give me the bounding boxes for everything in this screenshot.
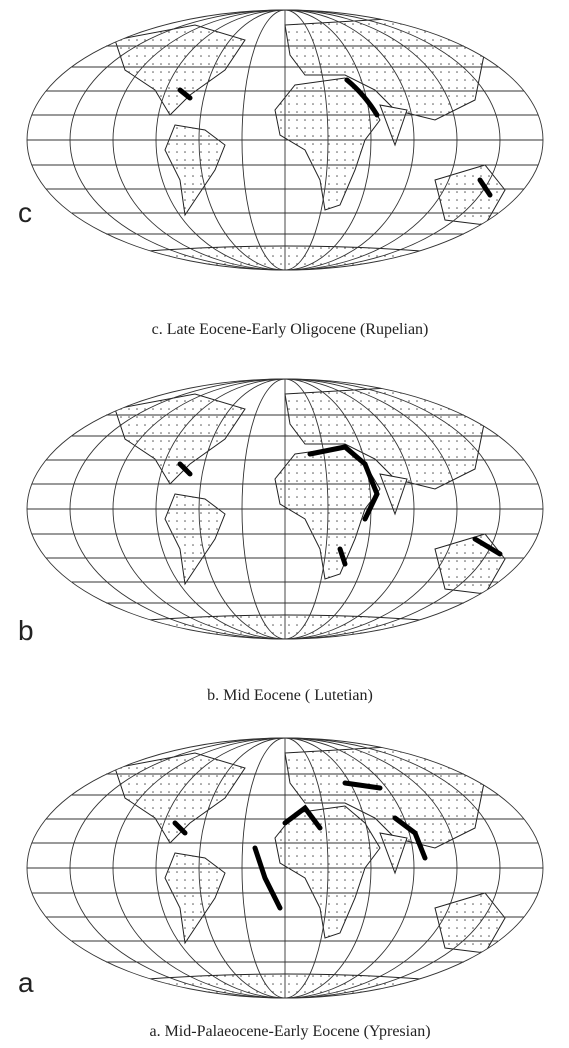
panel-caption: a. Mid-Palaeocene-Early Eocene (Ypresian…: [149, 1023, 430, 1040]
map-b: [27, 379, 543, 644]
panel-letter: b: [18, 615, 34, 646]
figure: c c. Late Eocene-Early Oligocene (Rupeli…: [0, 0, 569, 1048]
map-a: [27, 738, 543, 1003]
panel-caption: b. Mid Eocene ( Lutetian): [207, 687, 373, 704]
panel-caption: c. Late Eocene-Early Oligocene (Rupelian…: [152, 321, 429, 338]
panel-letter: c: [18, 197, 32, 228]
map-c: [27, 10, 543, 275]
panel-letter: a: [18, 967, 34, 998]
